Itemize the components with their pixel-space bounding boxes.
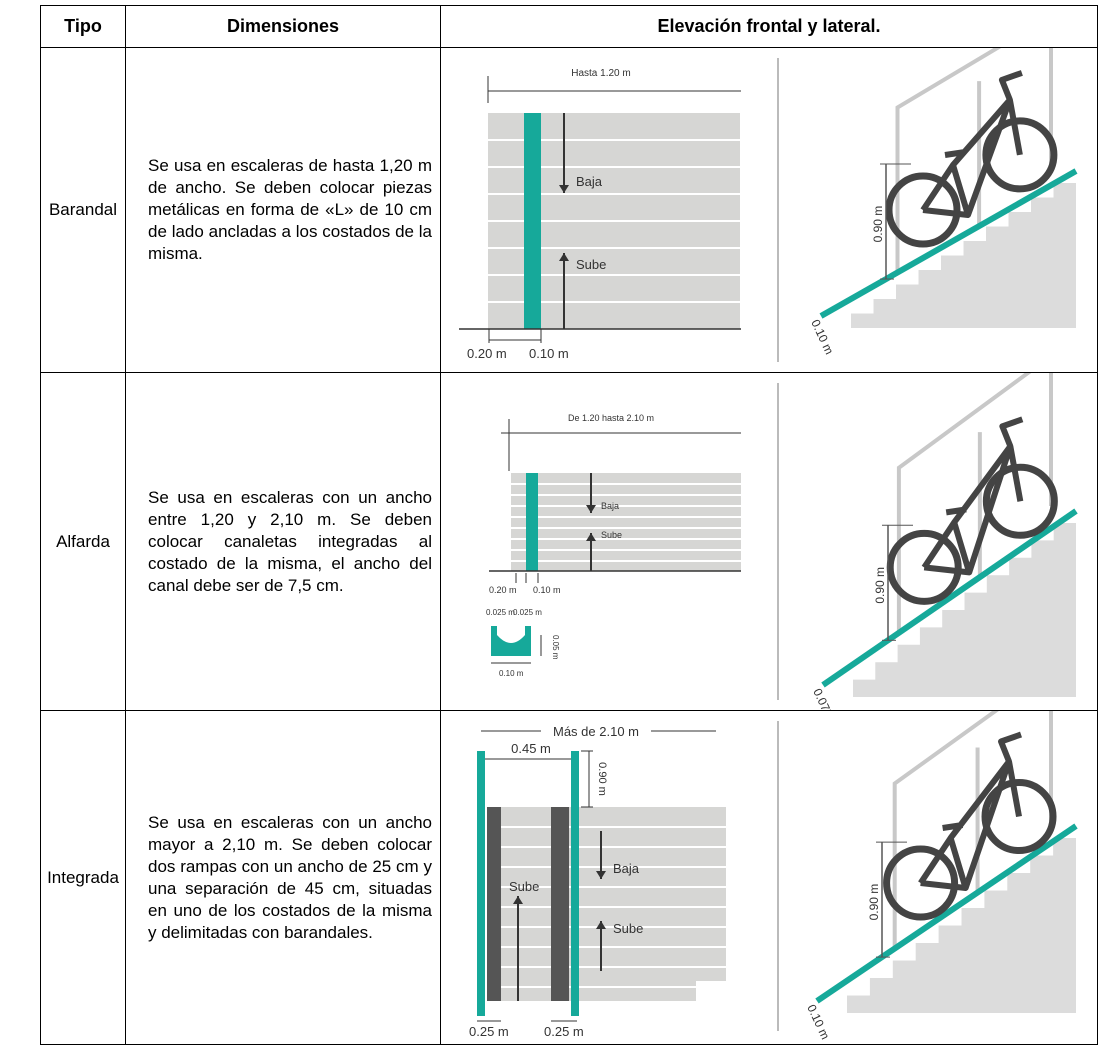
rail (477, 751, 485, 1016)
row: Integrada Se usa en escaleras con un anc… (40, 710, 1098, 1045)
label: 0.075 m (810, 686, 841, 710)
header-row: Tipo Dimensiones Elevación frontal y lat… (40, 5, 1098, 48)
label: 0.025 m (486, 608, 515, 617)
label: Baja (576, 174, 603, 189)
line (821, 508, 1078, 688)
line (815, 823, 1078, 1004)
arrow (586, 533, 596, 541)
bike-frame (921, 416, 1024, 576)
figure: Más de 2.10 m0.45 m 0.90 m Baja Sube Sube 0.2… (469, 711, 1078, 1041)
rail (571, 751, 579, 1016)
bike-wheel (982, 117, 1058, 193)
label: 0.025 m (513, 608, 542, 617)
label: Sube (509, 879, 539, 894)
type-cell: Alfarda (40, 372, 126, 711)
label: 0.20 m (467, 346, 507, 361)
label: Más de 2.10 m (553, 724, 639, 739)
label: 0.90 m (596, 762, 608, 796)
arrow (596, 921, 606, 929)
arrow (559, 253, 569, 261)
figure-cell: Hasta 1.20 m Baja Sube 0.20 m 0.10 m 0.90 m 0.… (440, 47, 1098, 373)
figure-cell: Más de 2.10 m 0.45 m 0.90 m Baja Sube Sube 0.2… (440, 710, 1098, 1045)
label: 0.45 m (511, 741, 551, 756)
rail (526, 473, 538, 571)
arrow (559, 185, 569, 193)
arrow (513, 896, 523, 904)
description-cell: Se usa en escaleras con un ancho mayor a… (125, 710, 441, 1045)
stairs-side (847, 838, 1076, 1013)
label: 0.10 m (529, 346, 569, 361)
label: 0.10 m (533, 585, 561, 595)
label: 0.90 m (873, 567, 887, 604)
label: Sube (576, 257, 606, 272)
label: Sube (601, 530, 622, 540)
step-cut (696, 981, 726, 1001)
description-cell: Se usa en escaleras de hasta 1,20 m de a… (125, 47, 441, 373)
line (819, 168, 1078, 319)
label: 0.90 m (871, 206, 885, 243)
channel (491, 626, 531, 656)
arrow (586, 505, 596, 513)
arrow (596, 871, 606, 879)
label: 0.20 m (489, 585, 517, 595)
header-cell: Dimensiones (125, 5, 441, 48)
figure: Hasta 1.20 m Baja Sube 0.20 m 0.10 m 0.90 m 0.… (459, 48, 1078, 362)
label: 0.05 m (551, 635, 560, 660)
bike-wheel (886, 529, 962, 605)
label: 0.25 m (469, 1024, 509, 1039)
label: 0.10 m (808, 317, 836, 356)
label: De 1.20 hasta 2.10 m (568, 413, 654, 423)
ramp (551, 807, 569, 1001)
bike-wheel (982, 463, 1058, 539)
figure: De 1.20 hasta 2.10 m Baja Sube 0.20 m 0.10 m… (486, 373, 1078, 710)
label: 0.10 m (804, 1002, 832, 1041)
stairs-side (853, 523, 1076, 697)
stairs-front (511, 473, 741, 571)
bike-frame (918, 731, 1023, 891)
ramp (487, 807, 501, 1001)
label: 0.90 m (867, 884, 881, 921)
type-cell: Barandal (40, 47, 126, 373)
rail (524, 113, 541, 329)
label: 0.10 m (499, 669, 524, 678)
header-cell: Elevación frontal y lateral. (440, 5, 1098, 48)
row: Alfarda Se usa en escaleras con un ancho… (40, 372, 1098, 711)
label: Baja (613, 861, 640, 876)
label: Sube (613, 921, 643, 936)
bike-wheel (883, 845, 959, 921)
figure-cell: De 1.20 hasta 2.10 m Baja Sube 0.20 m 0.10 m… (440, 372, 1098, 711)
stairs-side (851, 183, 1076, 328)
stairs-front (501, 807, 726, 1001)
table: Tipo Dimensiones Elevación frontal y lat… (40, 5, 1098, 1045)
label: Baja (601, 501, 619, 511)
label: 0.25 m (544, 1024, 584, 1039)
label: Hasta 1.20 m (571, 68, 630, 79)
header-cell: Tipo (40, 5, 126, 48)
bike-wheel (885, 172, 961, 248)
type-cell: Integrada (40, 710, 126, 1045)
handrail (896, 373, 1053, 633)
description-cell: Se usa en escaleras con un ancho entre 1… (125, 372, 441, 711)
row: Barandal Se usa en escaleras de hasta 1,… (40, 47, 1098, 373)
bike-wheel (981, 779, 1057, 854)
bike-frame (920, 70, 1023, 218)
